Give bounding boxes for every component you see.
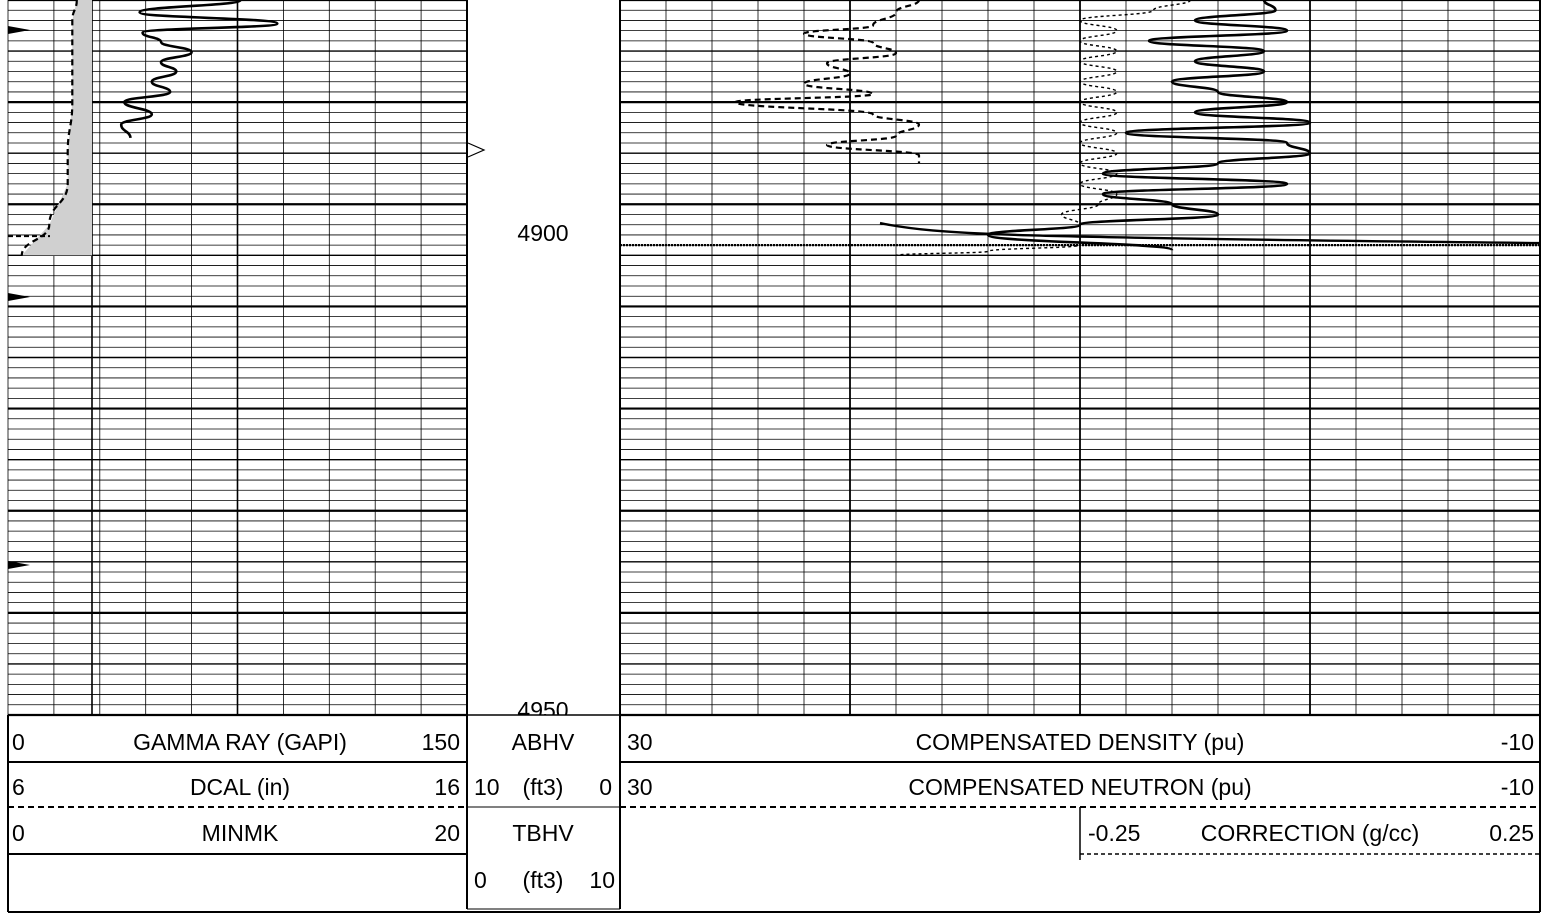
depth-marker-arrow (8, 26, 30, 34)
density-scale-max: -10 (1500, 729, 1534, 755)
curve-compensated-neutron-pu (986, 0, 1312, 252)
tbhv-title: TBHV (512, 820, 574, 846)
abhv-title: ABHV (511, 729, 575, 755)
neutron-title: COMPENSATED NEUTRON (pu) (908, 774, 1252, 800)
abhv-scale-max: 0 (599, 774, 612, 800)
log-curves (8, 0, 1541, 569)
density-title: COMPENSATED DENSITY (pu) (915, 729, 1245, 755)
header-frames (7, 0, 1541, 913)
gamma-ray-scale-max: 150 (421, 729, 460, 755)
minmk-scale-max: 20 (434, 820, 460, 846)
tbhv-scale-min: 0 (474, 867, 487, 893)
mudcake-shading (21, 0, 92, 256)
neutron-scale-min: 30 (627, 774, 653, 800)
depth-marker-arrow (467, 142, 486, 158)
minmk-title: MINMK (201, 820, 279, 846)
log-grid (7, 0, 1541, 717)
correction-title: CORRECTION (g/cc) (1200, 820, 1420, 846)
depth-label-4950: 4950 (517, 697, 569, 715)
tbhv-unit: (ft3) (522, 867, 564, 893)
dcal-title: DCAL (in) (189, 774, 291, 800)
gamma-ray-title: GAMMA RAY (GAPI) (133, 729, 347, 755)
curve-compensated-density-pu (733, 0, 921, 164)
depth-marker-arrow (8, 561, 30, 569)
dcal-scale-min: 6 (12, 774, 25, 800)
depth-label-4900: 4900 (517, 220, 569, 246)
dcal-scale-max: 16 (434, 774, 460, 800)
curve-gamma-ray-gapi (119, 0, 279, 139)
correction-scale-min: -0.25 (1088, 820, 1141, 846)
abhv-unit: (ft3) (522, 774, 564, 800)
density-scale-min: 30 (627, 729, 653, 755)
tbhv-scale-max: 10 (589, 867, 615, 893)
depth-marker-arrow (8, 293, 30, 301)
neutron-scale-max: -10 (1500, 774, 1534, 800)
minmk-scale-min: 0 (12, 820, 25, 846)
gamma-ray-scale-min: 0 (12, 729, 25, 755)
abhv-scale-min: 10 (474, 774, 500, 800)
curve-dcal-in (20, 0, 78, 256)
neutron-tail (879, 221, 1541, 245)
correction-scale-max: 0.25 (1489, 820, 1534, 846)
curve-correction-g-cc (895, 0, 1192, 257)
